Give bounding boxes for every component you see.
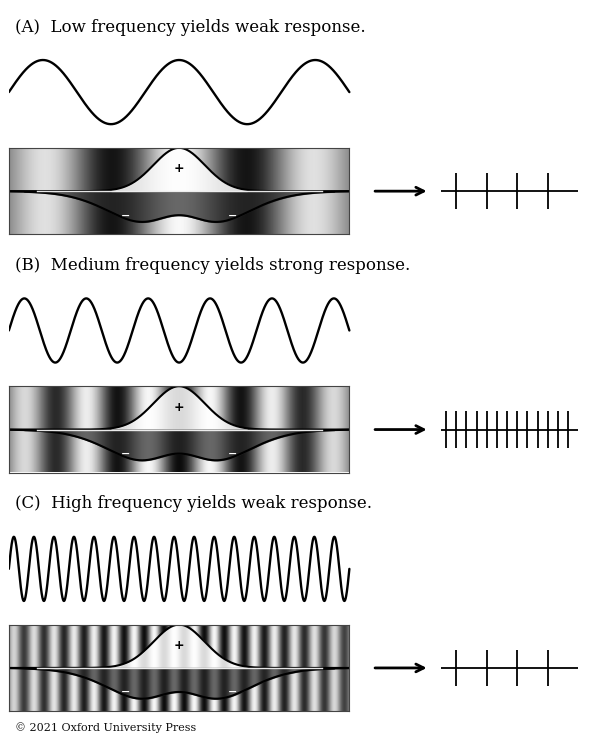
Text: (A)  Low frequency yields weak response.: (A) Low frequency yields weak response. [15,19,365,36]
Text: (B)  Medium frequency yields strong response.: (B) Medium frequency yields strong respo… [15,257,410,274]
Text: © 2021 Oxford University Press: © 2021 Oxford University Press [15,722,196,733]
Text: (C)  High frequency yields weak response.: (C) High frequency yields weak response. [15,496,372,513]
